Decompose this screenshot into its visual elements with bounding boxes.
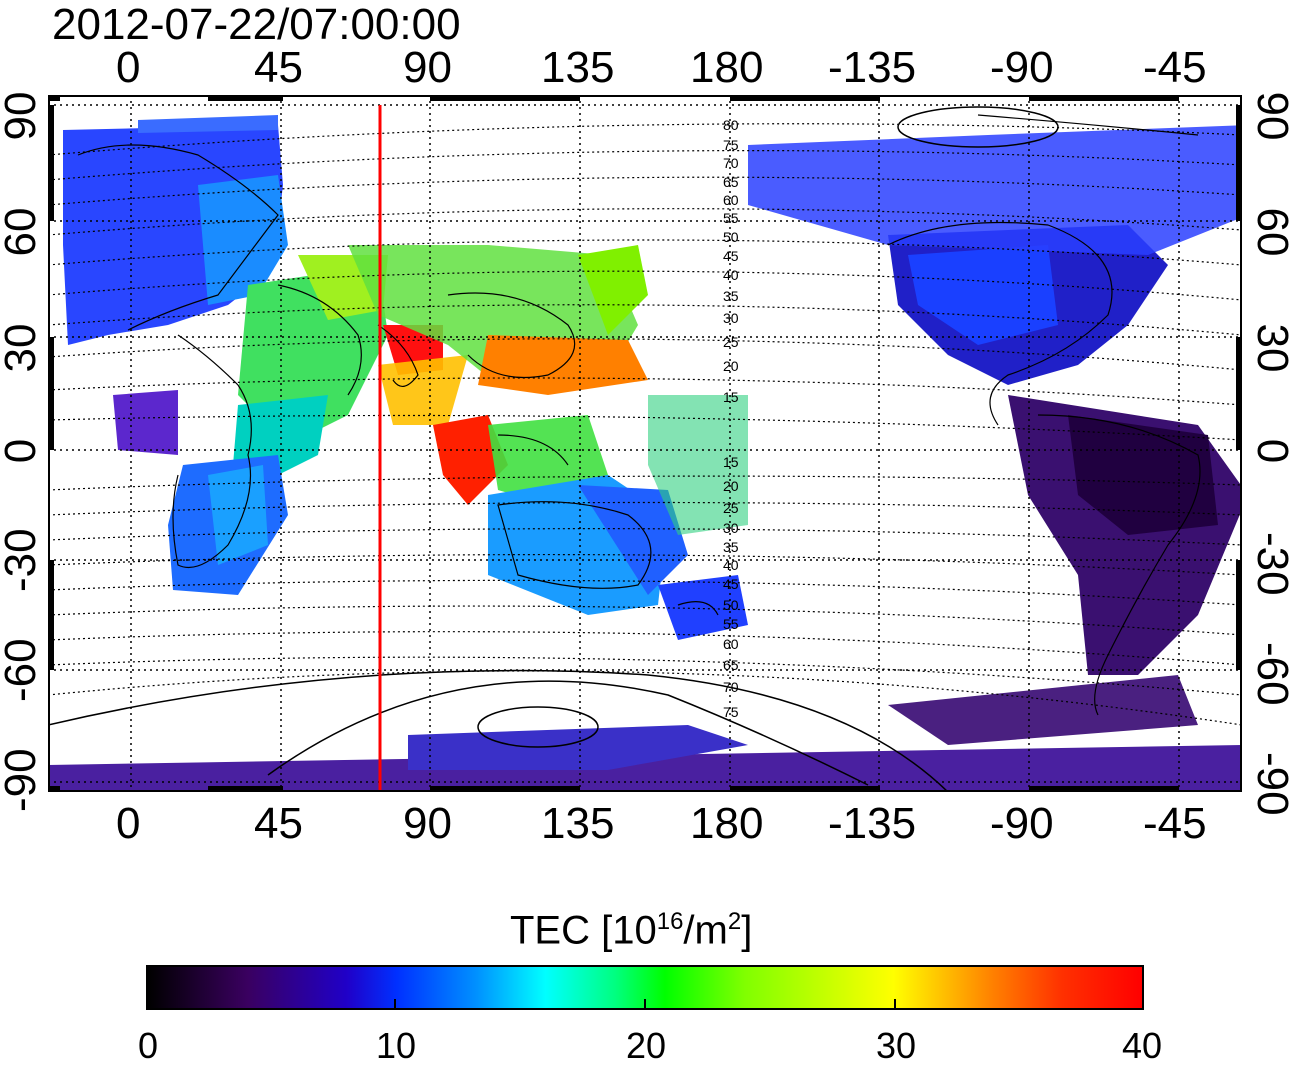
contour-label-n60: 60 — [723, 192, 739, 208]
lat-tick-left: 90 — [0, 91, 45, 141]
contour-label-s20: 20 — [723, 478, 739, 494]
contour-label-n25: 25 — [723, 334, 739, 350]
lon-tick-bottom: 180 — [690, 799, 764, 848]
contour-label-n55: 55 — [723, 210, 739, 226]
lat-tick-left: -60 — [0, 638, 45, 702]
lat-tick-left: -30 — [0, 528, 45, 592]
colorbar-title: TEC [1016/m2] — [510, 908, 752, 953]
contour-label-n75: 75 — [723, 137, 739, 153]
tec-colorbar — [146, 965, 1144, 1010]
contour-label-s65: 65 — [723, 657, 739, 673]
colorbar-title-unit-exponent: 2 — [727, 908, 742, 935]
lon-tick-top: 180 — [690, 43, 764, 92]
contour-label-n45: 45 — [723, 248, 739, 264]
lat-tick-left: -90 — [0, 748, 45, 812]
contour-label-s40: 40 — [723, 557, 739, 573]
coastlines — [77, 114, 1201, 716]
colorbar-tick-label: 40 — [1121, 1025, 1163, 1066]
contour-label-n40: 40 — [723, 267, 739, 283]
contour-label-n35: 35 — [723, 288, 739, 304]
map-timestamp-title: 2012-07-22/07:00:00 — [52, 0, 461, 49]
lon-tick-bottom: 0 — [116, 799, 141, 848]
lon-tick-top: 0 — [116, 43, 141, 92]
colorbar-tick-label: 30 — [875, 1025, 917, 1066]
contour-label-s60: 60 — [723, 636, 739, 652]
contour-label-n30: 30 — [723, 310, 739, 326]
graticule — [48, 95, 1242, 792]
lat-tick-right: -30 — [1248, 532, 1292, 596]
contour-label-s25: 25 — [723, 500, 739, 516]
frame-tick-bars — [48, 95, 1242, 792]
lon-tick-top: -45 — [1143, 43, 1207, 92]
lat-tick-right: 0 — [1248, 421, 1292, 481]
lat-tick-left: 60 — [0, 207, 45, 257]
contour-label-s35: 35 — [723, 539, 739, 555]
lat-tick-right: 30 — [1248, 323, 1292, 373]
lat-tick-right: -60 — [1248, 642, 1292, 706]
lat-tick-right: -90 — [1248, 752, 1292, 816]
lat-tick-left: 0 — [0, 438, 45, 464]
contour-label-s30: 30 — [723, 520, 739, 536]
contour-label-s45: 45 — [723, 576, 739, 592]
lon-tick-bottom: 135 — [541, 799, 615, 848]
contour-label-n70: 70 — [723, 155, 739, 171]
colorbar-tick-label: 10 — [375, 1025, 417, 1066]
contour-labels: 80 75 70 65 60 55 50 45 40 35 30 25 20 1… — [723, 117, 739, 720]
colorbar-tick-mark — [894, 999, 896, 1009]
colorbar-title-prefix: TEC [10 — [510, 908, 657, 953]
lat-tick-left: 30 — [0, 323, 45, 373]
contour-label-s75: 75 — [723, 704, 739, 720]
contour-label-n15: 15 — [723, 389, 739, 405]
lon-tick-top: 90 — [403, 43, 452, 92]
lon-tick-top: -90 — [990, 43, 1054, 92]
contour-label-n20: 20 — [723, 358, 739, 374]
lon-tick-bottom: -90 — [990, 799, 1054, 848]
polar-contours — [48, 106, 1059, 792]
lat-tick-right: 90 — [1248, 91, 1292, 141]
lon-tick-bottom: -45 — [1143, 799, 1207, 848]
colorbar-title-exponent: 16 — [656, 908, 684, 935]
tec-map: 80 75 70 65 60 55 50 45 40 35 30 25 20 1… — [48, 95, 1242, 792]
contour-label-n65: 65 — [723, 174, 739, 190]
contour-label-n50: 50 — [723, 229, 739, 245]
lat-tick-right: 60 — [1248, 207, 1292, 257]
contour-label-s15: 15 — [723, 454, 739, 470]
colorbar-title-suffix: ] — [741, 908, 753, 953]
contour-label-n80: 80 — [723, 117, 739, 133]
colorbar-tick-label: 20 — [625, 1025, 667, 1066]
contour-label-s50: 50 — [723, 597, 739, 613]
lon-tick-top: 45 — [254, 43, 303, 92]
contour-label-s55: 55 — [723, 616, 739, 632]
lon-tick-top: 135 — [541, 43, 615, 92]
contour-label-s70: 70 — [723, 679, 739, 695]
colorbar-title-unit: /m — [683, 908, 728, 953]
lon-tick-bottom: -135 — [828, 799, 917, 848]
tec-data-layer — [48, 115, 1242, 792]
lon-tick-bottom: 45 — [254, 799, 303, 848]
magnetic-contours — [48, 123, 1242, 726]
colorbar-tick-mark — [394, 999, 396, 1009]
lon-tick-top: -135 — [828, 43, 917, 92]
colorbar-tick-label: 0 — [137, 1025, 159, 1066]
lon-tick-bottom: 90 — [403, 799, 452, 848]
colorbar-tick-mark — [644, 999, 646, 1009]
